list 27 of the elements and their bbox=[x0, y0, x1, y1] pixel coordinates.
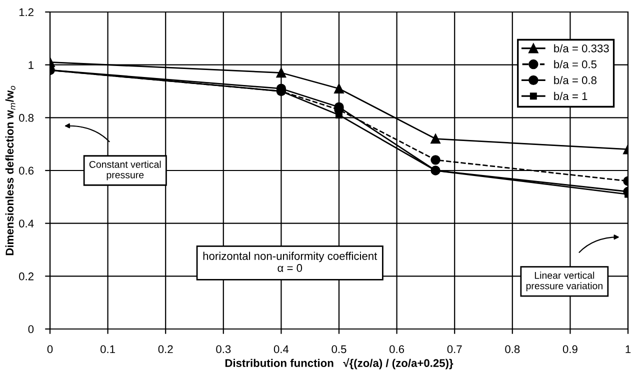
x-tick-label: 0.6 bbox=[390, 345, 404, 354]
x-tick-label: 0.7 bbox=[447, 345, 462, 354]
x-tick-label: 0.2 bbox=[158, 345, 173, 354]
y-tick-label: 1 bbox=[28, 61, 34, 69]
x-tick-label: 0.4 bbox=[274, 345, 289, 354]
x-tick-label: 1 bbox=[626, 345, 631, 354]
x-tick-label: 0.5 bbox=[332, 345, 346, 354]
y-tick-label: 0.4 bbox=[19, 220, 34, 228]
y-axis-title: Dimensionless deflection w$_{m}$/w$_{o}$ bbox=[5, 86, 16, 256]
x-tick-label: 0 bbox=[47, 345, 53, 354]
x-tick-label: 0.8 bbox=[505, 345, 520, 354]
legend-label: b/a = 0.8 bbox=[554, 76, 596, 84]
y-tick-label: 0.6 bbox=[19, 166, 34, 175]
y-tick-label: 0.2 bbox=[19, 272, 34, 280]
annotation: horizontal non-uniformity coefficient α = 0 bbox=[203, 252, 378, 272]
x-tick-label: 0.9 bbox=[562, 345, 578, 354]
x-tick-label: 0.1 bbox=[100, 345, 115, 354]
y-tick-label: 0 bbox=[28, 325, 34, 334]
annotation: Constant vertical pressure bbox=[89, 160, 161, 180]
x-tick-label: 0.3 bbox=[216, 345, 231, 354]
y-tick-label: 0.8 bbox=[19, 114, 34, 122]
annotation: Linear vertical pressure variation bbox=[526, 272, 602, 292]
y-tick-label: 1.2 bbox=[19, 8, 34, 16]
legend-label: b/a = 0.5 bbox=[554, 60, 597, 68]
x-axis-title: Distribution function √{(zo/a) / (zo/a+0.25)} bbox=[225, 358, 454, 370]
legend-label: b/a = 0.333 bbox=[554, 44, 609, 52]
legend-label: b/a = 1 bbox=[554, 92, 588, 100]
